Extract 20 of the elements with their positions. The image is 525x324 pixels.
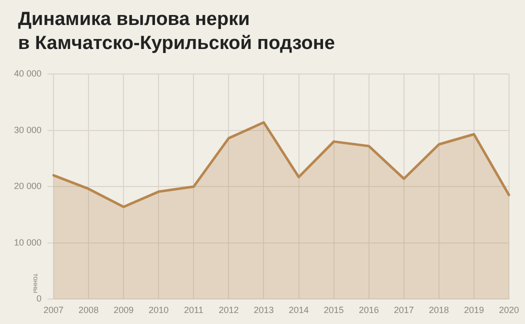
x-tick-label: 2012 [218,305,239,316]
x-tick-label: 2018 [428,305,449,316]
x-tick-label: 2020 [498,305,520,316]
x-tick-label: 2007 [44,305,64,316]
x-tick-label: 2017 [394,305,414,316]
chart-title: Динамика вылова нерки в Камчатско-Курильской подзоне [18,8,335,56]
y-tick-label: 20 000 [14,181,42,192]
x-tick-label: 2008 [78,305,99,316]
x-tick-label: 2014 [288,305,309,316]
y-tick-label: 10 000 [14,237,42,248]
x-tick-label: 2013 [254,305,274,316]
x-tick-label: 2010 [148,305,169,316]
y-tick-label: 40 000 [14,68,42,78]
x-tick-label: 2016 [358,305,379,316]
x-tick-label: 2015 [324,305,344,316]
y-tick-label: 30 000 [14,124,42,135]
x-tick-label: 2019 [464,305,484,316]
y-tick-label: 0 [36,294,42,304]
x-tick-label: 2011 [184,305,204,316]
x-tick-label: 2009 [114,305,134,316]
